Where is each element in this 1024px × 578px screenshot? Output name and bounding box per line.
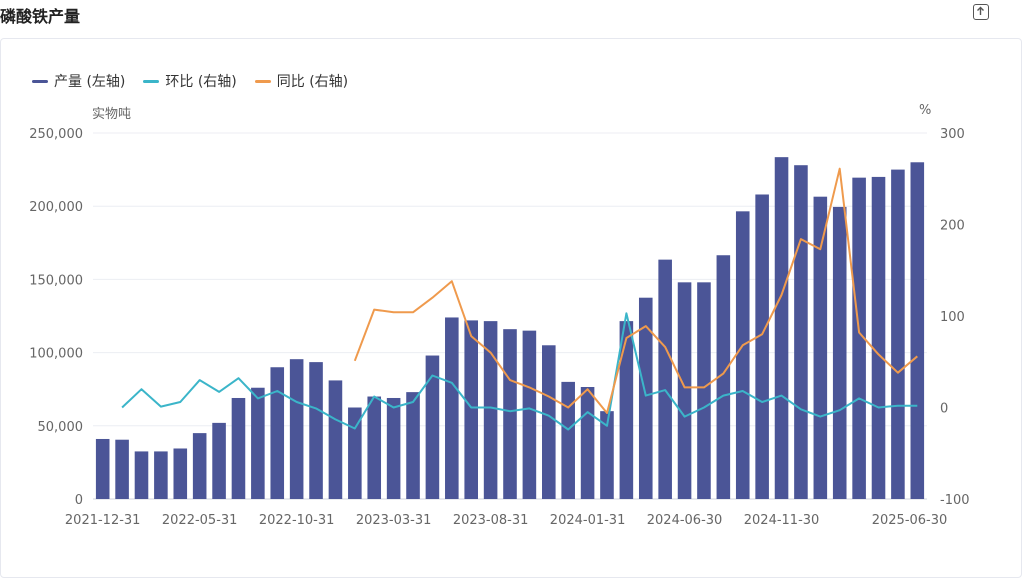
left-axis-tick-label: 0 xyxy=(75,493,83,508)
bar-production xyxy=(852,177,866,500)
bar-production xyxy=(677,282,692,499)
bar-production xyxy=(445,317,459,499)
bar-production xyxy=(270,367,285,499)
bar-production xyxy=(134,451,149,499)
bar-production xyxy=(503,329,517,499)
bar-production xyxy=(192,433,207,499)
bar-production xyxy=(774,157,789,499)
chart-legend: 产量 (左轴) 环比 (右轴) 同比 (右轴) xyxy=(32,71,348,91)
legend-item-mom[interactable]: 环比 (右轴) xyxy=(143,71,237,91)
x-axis-tick-label: 2023-03-31 xyxy=(356,513,432,528)
bar-production xyxy=(348,407,362,499)
right-axis-tick-label: -100 xyxy=(940,493,970,508)
legend-label-mom: 环比 (右轴) xyxy=(165,74,237,90)
x-axis-tick-label: 2024-11-30 xyxy=(744,513,820,528)
left-axis-tick-label: 150,000 xyxy=(29,273,83,288)
right-axis-tick-label: 100 xyxy=(940,310,965,325)
bar-production xyxy=(755,194,769,499)
bar-production xyxy=(173,448,188,499)
bar-production xyxy=(735,211,750,499)
bar-production xyxy=(483,321,498,499)
bar-production xyxy=(891,169,905,499)
left-axis-unit: 实物吨 xyxy=(92,107,132,122)
line-mom xyxy=(121,312,918,431)
x-axis-tick-label: 2022-10-31 xyxy=(259,513,335,528)
bar-production xyxy=(115,439,129,499)
x-axis-tick-label: 2021-12-31 xyxy=(65,513,141,528)
bar-production xyxy=(251,387,265,499)
legend-swatch-mom xyxy=(143,79,160,83)
bar-production xyxy=(542,345,556,499)
bar-production xyxy=(580,387,595,499)
bar-production xyxy=(910,162,925,499)
legend-swatch-yoy xyxy=(254,79,271,83)
bar-production xyxy=(600,411,614,499)
bar-production xyxy=(328,380,343,499)
bar-production xyxy=(406,392,420,499)
bar-production xyxy=(871,176,886,500)
bar-production xyxy=(289,359,304,499)
bar-production xyxy=(367,396,382,499)
bar-production xyxy=(464,320,478,499)
left-axis-tick-label: 50,000 xyxy=(38,420,84,435)
bar-production xyxy=(386,397,401,499)
x-axis-tick-label: 2022-05-31 xyxy=(162,513,238,528)
x-axis-tick-label: 2024-01-31 xyxy=(550,513,626,528)
left-axis-tick-label: 200,000 xyxy=(29,200,83,215)
right-axis-tick-label: 300 xyxy=(940,127,965,142)
x-axis-tick-label: 2025-06-30 xyxy=(872,513,948,528)
bar-production xyxy=(813,196,828,499)
bar-production xyxy=(658,259,672,499)
left-axis-tick-label: 250,000 xyxy=(29,127,83,142)
bar-production xyxy=(95,438,110,499)
legend-swatch-production xyxy=(32,79,48,83)
bar-production xyxy=(154,451,168,499)
page-title: 磷酸铁产量 xyxy=(0,7,81,26)
bar-production xyxy=(522,330,537,499)
right-axis-unit: % xyxy=(919,103,932,118)
bar-production xyxy=(716,255,731,499)
bar-production xyxy=(832,206,847,499)
bar-production xyxy=(619,321,634,499)
right-axis-tick-label: 200 xyxy=(940,219,965,234)
left-axis-tick-label: 100,000 xyxy=(29,347,83,362)
legend-label-production: 产量 (左轴) xyxy=(54,74,126,90)
bar-production xyxy=(638,297,653,499)
bar-production xyxy=(231,397,246,499)
legend-label-yoy: 同比 (右轴) xyxy=(276,74,349,90)
right-axis-tick-label: 0 xyxy=(940,402,948,417)
bar-production xyxy=(794,165,808,499)
bar-production xyxy=(697,282,711,499)
x-axis-tick-label: 2024-06-30 xyxy=(647,513,723,528)
legend-item-yoy[interactable]: 同比 (右轴) xyxy=(254,71,349,91)
bar-production xyxy=(561,381,575,499)
export-icon[interactable] xyxy=(973,4,989,20)
bar-production xyxy=(212,422,226,499)
bar-production xyxy=(309,362,323,499)
line-yoy xyxy=(353,167,918,414)
legend-item-production[interactable]: 产量 (左轴) xyxy=(32,71,125,91)
bar-production xyxy=(425,355,440,499)
x-axis-tick-label: 2023-08-31 xyxy=(453,513,529,528)
